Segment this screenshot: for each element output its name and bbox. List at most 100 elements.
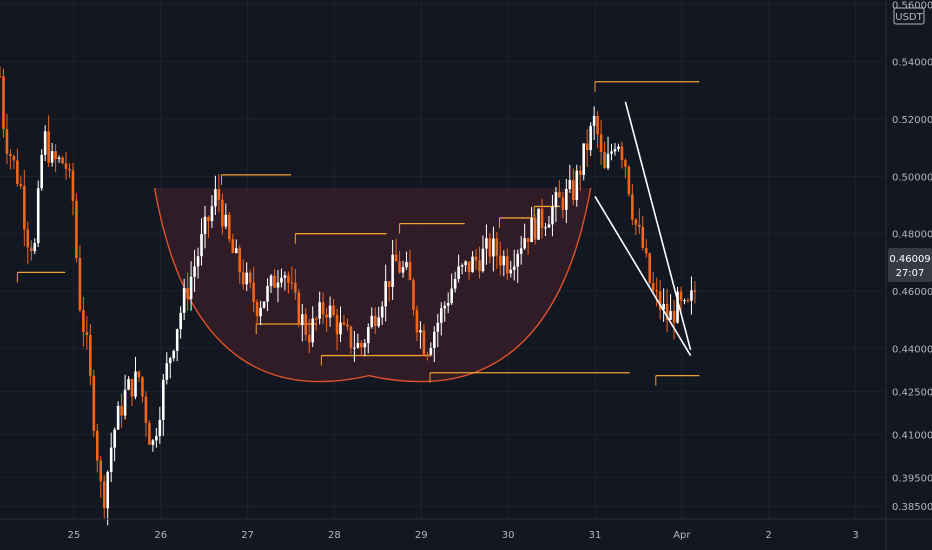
candle-body <box>155 436 158 441</box>
candle-body <box>523 238 526 249</box>
currency-label: USDT <box>895 12 923 23</box>
candle-body <box>391 254 394 287</box>
candle-body <box>641 226 645 248</box>
candle-body <box>373 315 377 327</box>
candle-body <box>300 314 304 325</box>
candle-body <box>123 389 127 416</box>
candle-body <box>342 322 346 325</box>
candle-body <box>540 208 544 228</box>
candle-body <box>537 208 540 240</box>
candle-body <box>446 303 450 306</box>
candle-body <box>64 163 68 169</box>
candle-body <box>516 253 520 267</box>
candle-body <box>544 227 547 229</box>
candle-body <box>109 447 113 472</box>
candle-body <box>488 238 492 257</box>
candle-body <box>85 332 89 335</box>
candle-body <box>294 282 297 293</box>
candle-body <box>366 327 370 344</box>
candle-body <box>693 290 697 292</box>
candle-body <box>669 310 672 320</box>
candle-body <box>168 358 172 364</box>
currency-badge[interactable]: USDT <box>893 7 925 25</box>
candles <box>0 66 697 526</box>
candle-body <box>137 371 141 378</box>
candle-body <box>453 278 457 289</box>
candle-body <box>228 214 231 240</box>
price-tick-label: 0.50000 <box>892 172 932 183</box>
candle-body <box>252 282 255 303</box>
candle-body <box>571 180 575 200</box>
candle-body <box>415 309 419 333</box>
wedge-line <box>624 101 692 351</box>
candle-body <box>172 350 176 359</box>
candle-body <box>224 214 228 227</box>
candle-body <box>426 354 429 356</box>
time-tick-label: 27 <box>241 530 254 541</box>
candle-body <box>405 261 408 268</box>
price-tick-label: 0.42500 <box>892 387 932 398</box>
candle-body <box>547 224 551 228</box>
candle-body <box>474 256 478 261</box>
candle-body <box>346 324 349 327</box>
candle-body <box>217 189 221 200</box>
candle-body <box>686 300 690 302</box>
candle-body <box>144 396 148 424</box>
horizontal-levels <box>16 81 700 386</box>
candle-body <box>533 218 537 240</box>
candle-body <box>603 151 606 169</box>
candle-body <box>307 334 311 343</box>
candle-body <box>370 315 374 328</box>
candle-body <box>589 125 592 151</box>
candle-body <box>631 194 634 220</box>
candle-body <box>92 375 96 431</box>
candle-body <box>620 146 624 161</box>
time-tick-label: Apr <box>673 530 691 541</box>
candle-body <box>134 371 137 397</box>
price-axis[interactable]: 0.38500 0.39500 0.41000 0.42500 0.44000 0.460… <box>885 0 932 550</box>
falling-wedge <box>594 101 692 356</box>
candle-body <box>276 282 280 288</box>
candle-body <box>353 347 356 349</box>
cup-fill <box>154 187 591 382</box>
candle-body <box>665 303 669 320</box>
candle-body <box>19 183 23 187</box>
candle-body <box>106 471 110 509</box>
time-tick-label: 29 <box>415 530 428 541</box>
candle-body <box>12 155 16 161</box>
candle-body <box>672 310 676 323</box>
candle-body <box>297 292 301 325</box>
time-axis[interactable]: 25 26 27 28 29 30 31 Apr 2 3 <box>0 518 932 541</box>
candle-body <box>558 192 561 198</box>
candle-body <box>82 310 85 333</box>
candle-body <box>2 76 5 130</box>
candle-body <box>75 200 78 259</box>
candle-body <box>433 331 436 349</box>
candle-body <box>255 302 259 317</box>
candle-body <box>162 379 165 420</box>
candle-body <box>113 429 116 448</box>
candle-body <box>221 199 224 227</box>
candle-body <box>335 315 339 335</box>
candle-body <box>450 288 453 304</box>
candle-body <box>148 423 151 445</box>
candle-body <box>78 258 82 311</box>
candle-body <box>151 440 155 445</box>
time-tick-label: 30 <box>502 530 515 541</box>
candle-body <box>158 419 162 437</box>
candle-body <box>519 248 523 254</box>
candle-body <box>43 131 47 155</box>
candle-body <box>380 306 384 318</box>
candle-body <box>283 275 287 278</box>
candle-body <box>384 281 387 307</box>
candle-body <box>262 301 266 308</box>
candle-body <box>634 219 638 225</box>
candle-body <box>554 192 558 208</box>
candle-body <box>29 247 33 252</box>
price-tick-label: 0.48000 <box>892 230 932 241</box>
candle-body <box>478 260 481 272</box>
candle-body <box>578 170 582 175</box>
candle-body <box>26 229 30 248</box>
candle-body <box>165 363 169 380</box>
